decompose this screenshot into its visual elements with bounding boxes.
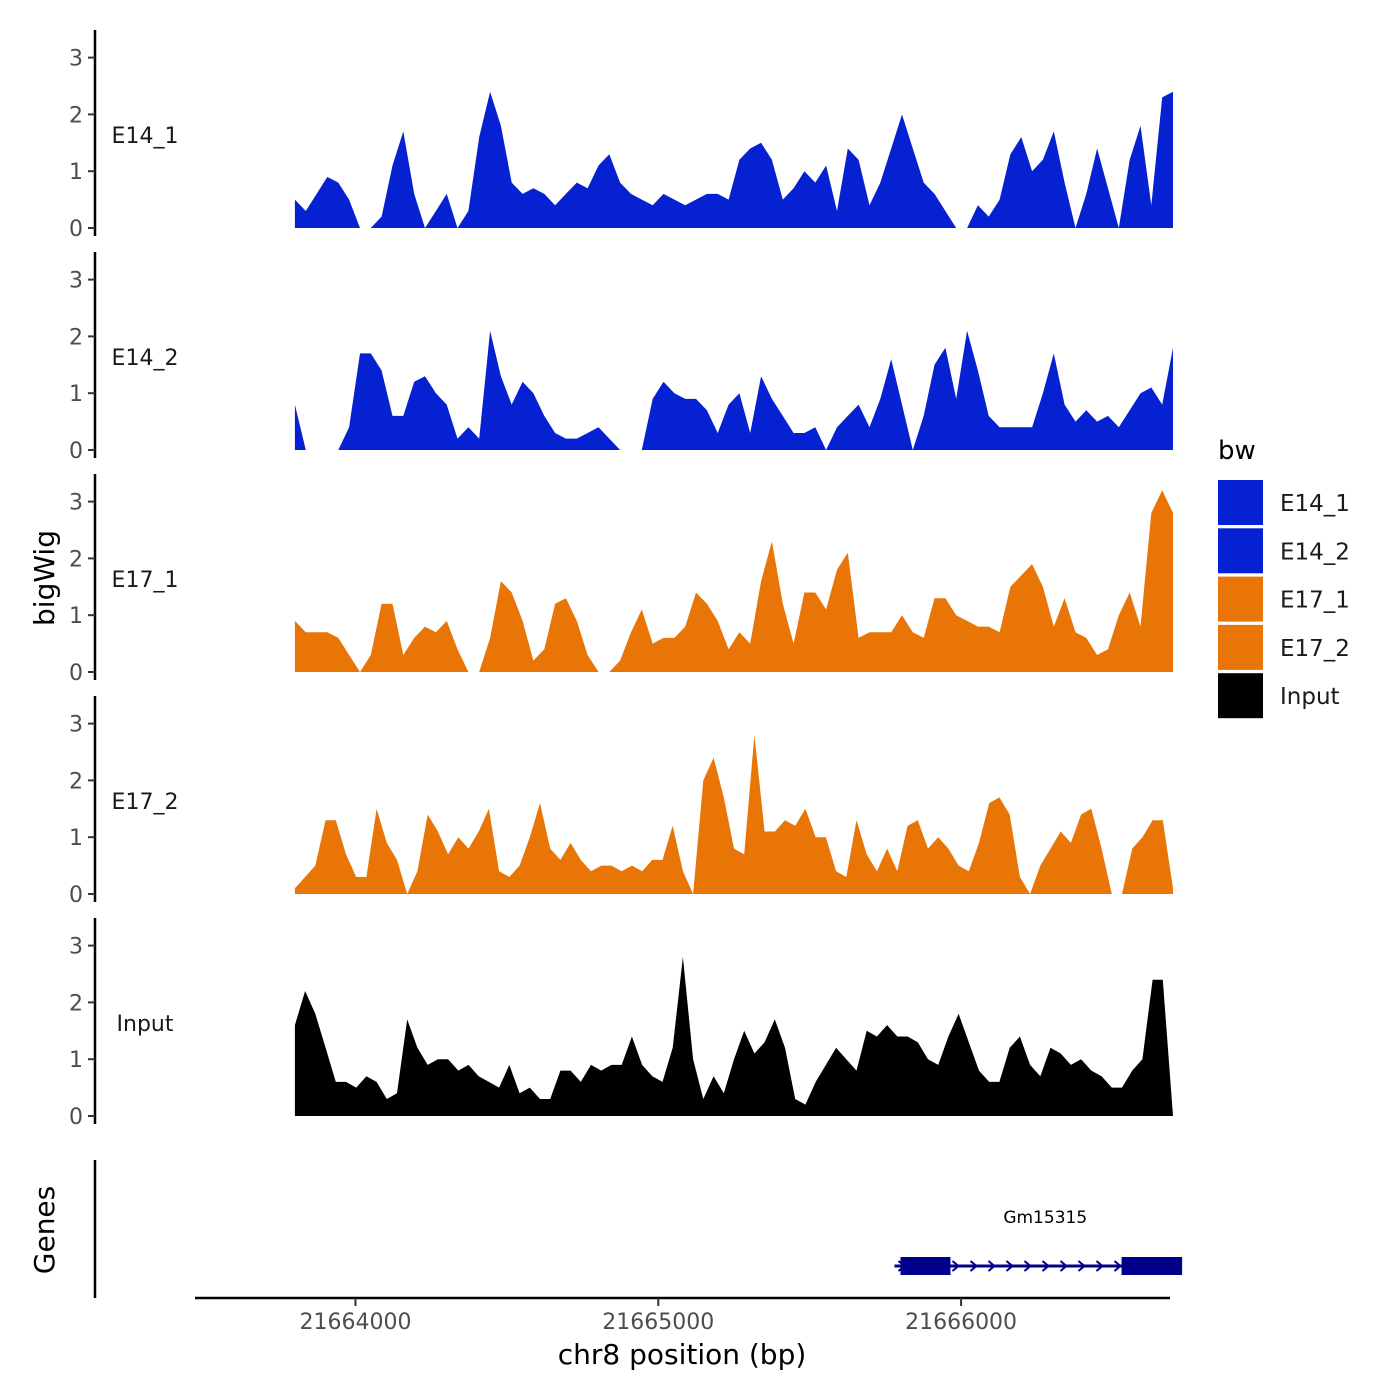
legend: bw E14_1 E14_2 E17_1 E17_2 Input <box>1218 436 1350 719</box>
y-tick-label: 0 <box>69 883 83 908</box>
strand-arrow <box>1095 1260 1105 1272</box>
signal-area-E17_1 <box>294 490 1173 672</box>
legend-key-Input <box>1218 673 1263 719</box>
legend-label-E17_1: E17_1 <box>1280 588 1350 614</box>
y-tick-label: 1 <box>69 826 83 851</box>
y-axis-title: bigWig <box>28 530 61 626</box>
y-tick-label: 2 <box>69 547 83 572</box>
signal-area-E14_2 <box>294 330 1173 450</box>
track-label: E17_2 <box>112 790 179 815</box>
y-tick-label: 1 <box>69 160 83 185</box>
strand-arrow <box>987 1260 997 1272</box>
y-tick-label: 2 <box>69 769 83 794</box>
strand-arrow <box>1041 1260 1051 1272</box>
y-tick-label: 0 <box>69 217 83 242</box>
legend-key-E17_2 <box>1218 624 1263 670</box>
track-label: E17_1 <box>112 568 179 593</box>
legend-title: bw <box>1218 436 1256 466</box>
x-axis-title: chr8 position (bp) <box>558 1338 807 1371</box>
y-tick-label: 2 <box>69 991 83 1016</box>
strand-arrow <box>1023 1260 1033 1272</box>
strand-arrow <box>951 1260 961 1272</box>
y-tick-label: 1 <box>69 604 83 629</box>
strand-arrow <box>1077 1260 1087 1272</box>
track-E17_2: 0 1 2 3 E17_2 <box>69 696 1173 908</box>
genes-axis-title: Genes <box>28 1186 61 1274</box>
track-E17_1: 0 1 2 3 E17_1 <box>69 474 1173 686</box>
y-tick-label: 0 <box>69 661 83 686</box>
y-tick-label: 3 <box>69 269 83 294</box>
y-tick-label: 3 <box>69 935 83 960</box>
legend-label-E14_1: E14_1 <box>1280 491 1350 517</box>
legend-label-Input: Input <box>1280 684 1340 710</box>
genes-layer: Gm15315 <box>93 1160 1183 1298</box>
y-tick-label: 1 <box>69 382 83 407</box>
gene-exon <box>900 1257 951 1275</box>
y-tick-label: 1 <box>69 1048 83 1073</box>
legend-label-E17_2: E17_2 <box>1280 636 1350 662</box>
track-label: E14_2 <box>112 346 179 371</box>
y-tick-label: 3 <box>69 47 83 72</box>
strand-arrow <box>1113 1260 1123 1272</box>
track-label: E14_1 <box>112 124 179 149</box>
y-tick-label: 3 <box>69 491 83 516</box>
legend-key-E14_1 <box>1218 480 1263 525</box>
gene-Gm15315: Gm15315 <box>894 1208 1183 1275</box>
legend-key-E14_2 <box>1218 528 1263 574</box>
tracks-layer: 0 1 2 3 E14_1 0 1 2 3 E14_2 0 1 2 3 E17_1 0 1 2 3 E17_2 0 1 2 3… <box>69 30 1173 1130</box>
x-tick-label: 21664000 <box>299 1310 411 1335</box>
track-E14_2: 0 1 2 3 E14_2 <box>69 252 1173 464</box>
y-tick-label: 2 <box>69 325 83 350</box>
strand-arrow <box>1005 1260 1015 1272</box>
legend-key-E17_1 <box>1218 576 1263 622</box>
y-tick-label: 3 <box>69 713 83 738</box>
y-tick-label: 0 <box>69 1105 83 1130</box>
signal-area-E17_2 <box>294 735 1173 894</box>
y-tick-label: 0 <box>69 439 83 464</box>
y-tick-label: 2 <box>69 103 83 128</box>
x-tick-label: 21666000 <box>905 1310 1017 1335</box>
signal-area-Input <box>294 957 1173 1116</box>
gene-exon <box>1121 1257 1183 1275</box>
strand-arrow <box>1059 1260 1069 1272</box>
legend-label-E14_2: E14_2 <box>1280 539 1350 565</box>
track-E14_1: 0 1 2 3 E14_1 <box>69 30 1173 242</box>
x-axis: 21664000 21665000 21666000 <box>195 1296 1170 1335</box>
track-Input: 0 1 2 3 Input <box>69 918 1173 1130</box>
signal-area-E14_1 <box>294 91 1173 228</box>
gene-name-label: Gm15315 <box>1003 1208 1087 1228</box>
strand-arrow <box>969 1260 979 1272</box>
track-label: Input <box>117 1012 174 1037</box>
x-tick-label: 21665000 <box>602 1310 714 1335</box>
